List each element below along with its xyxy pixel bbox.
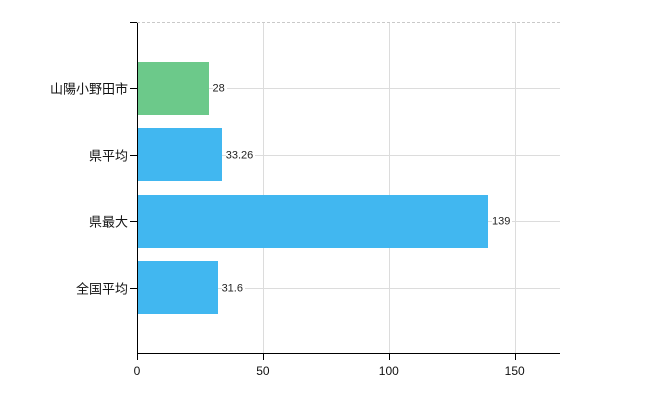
- category-label: 県最大: [88, 214, 128, 230]
- category-label: 山陽小野田市: [49, 81, 128, 97]
- x-axis-tick: [137, 354, 138, 360]
- category-label: 県平均: [88, 148, 128, 164]
- bar-3: [138, 194, 488, 248]
- y-axis-tick: [130, 154, 137, 156]
- plot-top-border: [137, 22, 560, 23]
- horizontal-gridline: [137, 88, 560, 90]
- value-label: 33.26: [225, 149, 256, 162]
- y-axis-top-tick: [130, 22, 137, 23]
- x-tick-label: 50: [256, 364, 270, 378]
- horizontal-gridline: [137, 154, 560, 156]
- x-tick-label: 150: [504, 364, 525, 378]
- vertical-gridline: [388, 22, 390, 354]
- y-axis-tick: [130, 221, 137, 223]
- horizontal-gridline: [137, 287, 560, 289]
- y-axis-tick: [130, 287, 137, 289]
- x-axis-tick: [262, 354, 264, 360]
- vertical-gridline: [514, 22, 516, 354]
- x-axis-tick: [388, 354, 390, 360]
- x-tick-label: 100: [378, 364, 399, 378]
- x-axis-tick: [514, 354, 516, 360]
- vertical-gridline: [262, 22, 264, 354]
- plot-area: [137, 22, 560, 354]
- x-tick-label: 0: [133, 364, 141, 378]
- bar-4: [138, 261, 218, 315]
- bar-2: [138, 128, 222, 182]
- value-label: 139: [491, 215, 513, 228]
- bar-1: [138, 61, 209, 115]
- value-label: 28: [212, 82, 227, 95]
- value-label: 31.6: [221, 282, 245, 295]
- category-label: 全国平均: [75, 281, 128, 297]
- y-axis-tick: [130, 88, 137, 90]
